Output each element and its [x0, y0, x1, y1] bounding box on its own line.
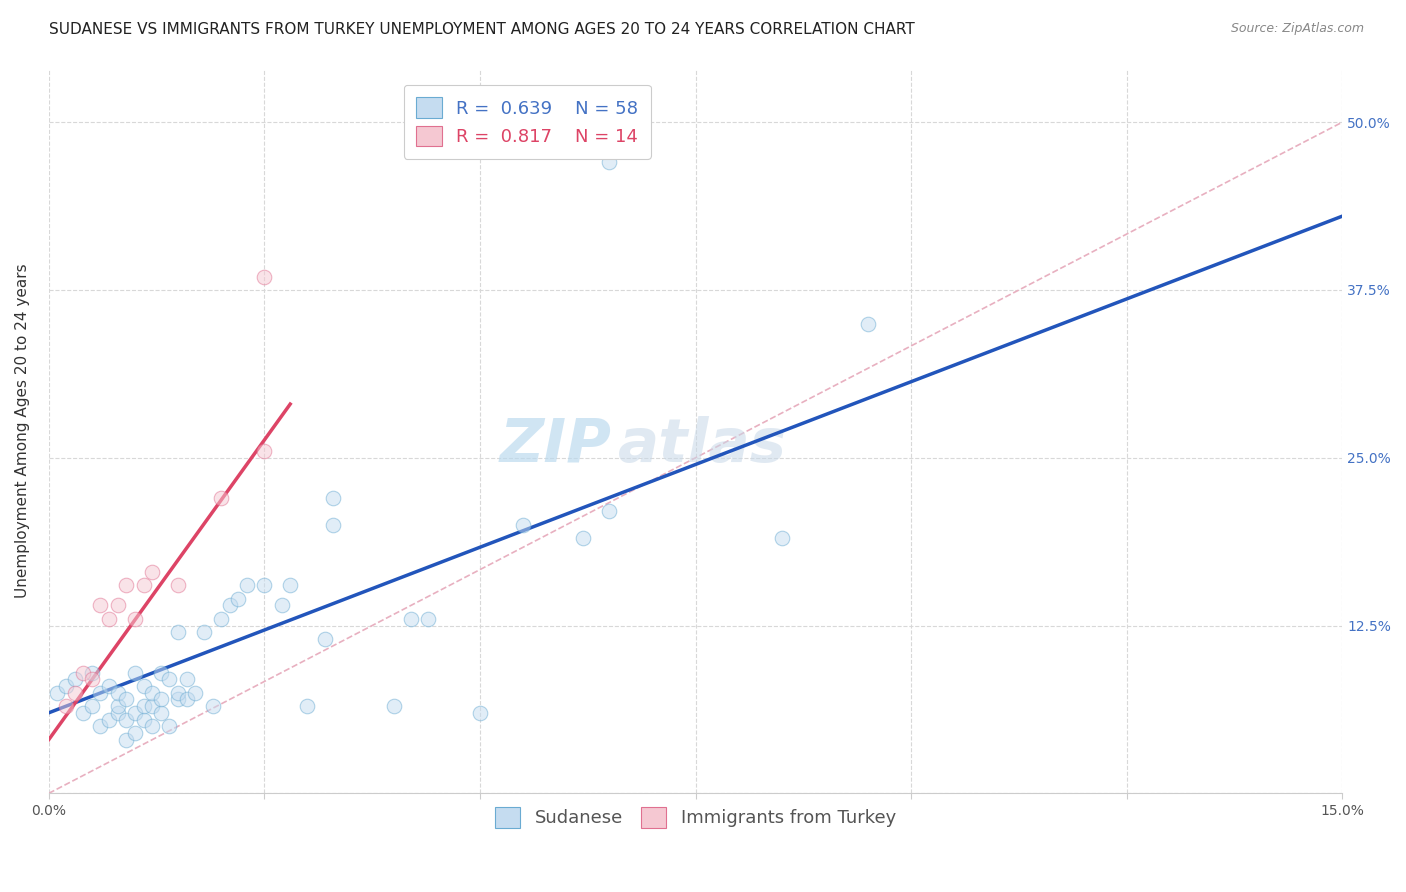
Point: [107, 686, 129, 700]
Point: [228, 591, 250, 606]
Point: [314, 632, 336, 646]
Point: [856, 317, 879, 331]
Point: [149, 692, 172, 706]
Point: [46, 686, 69, 700]
Y-axis label: Unemployment Among Ages 20 to 24 years: Unemployment Among Ages 20 to 24 years: [15, 264, 30, 599]
Text: Source: ZipAtlas.com: Source: ZipAtlas.com: [1230, 22, 1364, 36]
Point: [201, 699, 224, 714]
Point: [115, 578, 138, 592]
Point: [98, 679, 121, 693]
Point: [209, 612, 232, 626]
Point: [132, 713, 155, 727]
Point: [209, 491, 232, 505]
Point: [107, 599, 129, 613]
Point: [98, 612, 121, 626]
Point: [80, 699, 103, 714]
Point: [141, 686, 163, 700]
Point: [124, 665, 146, 680]
Point: [159, 719, 181, 733]
Point: [115, 692, 138, 706]
Point: [72, 706, 94, 720]
Point: [159, 672, 181, 686]
Point: [193, 625, 215, 640]
Point: [468, 706, 491, 720]
Point: [167, 625, 190, 640]
Point: [55, 679, 77, 693]
Text: ZIP: ZIP: [499, 416, 612, 475]
Legend: Sudanese, Immigrants from Turkey: Sudanese, Immigrants from Turkey: [488, 800, 903, 835]
Point: [89, 686, 111, 700]
Point: [572, 531, 595, 545]
Point: [270, 599, 292, 613]
Point: [141, 719, 163, 733]
Point: [176, 672, 198, 686]
Point: [132, 679, 155, 693]
Point: [141, 699, 163, 714]
Point: [598, 155, 620, 169]
Point: [80, 672, 103, 686]
Point: [115, 713, 138, 727]
Point: [770, 531, 793, 545]
Point: [80, 665, 103, 680]
Point: [149, 665, 172, 680]
Point: [149, 706, 172, 720]
Point: [253, 444, 276, 458]
Point: [167, 692, 190, 706]
Point: [184, 686, 207, 700]
Point: [141, 565, 163, 579]
Point: [167, 578, 190, 592]
Point: [176, 692, 198, 706]
Point: [63, 672, 86, 686]
Point: [322, 491, 344, 505]
Point: [55, 699, 77, 714]
Text: SUDANESE VS IMMIGRANTS FROM TURKEY UNEMPLOYMENT AMONG AGES 20 TO 24 YEARS CORREL: SUDANESE VS IMMIGRANTS FROM TURKEY UNEMP…: [49, 22, 915, 37]
Point: [218, 599, 240, 613]
Point: [124, 706, 146, 720]
Point: [512, 517, 534, 532]
Text: atlas: atlas: [617, 416, 787, 475]
Point: [124, 726, 146, 740]
Point: [72, 665, 94, 680]
Point: [322, 517, 344, 532]
Point: [399, 612, 422, 626]
Point: [107, 706, 129, 720]
Point: [236, 578, 259, 592]
Point: [253, 269, 276, 284]
Point: [167, 686, 190, 700]
Point: [89, 719, 111, 733]
Point: [115, 732, 138, 747]
Point: [89, 599, 111, 613]
Point: [418, 612, 440, 626]
Point: [297, 699, 319, 714]
Point: [107, 699, 129, 714]
Point: [132, 699, 155, 714]
Point: [598, 504, 620, 518]
Point: [124, 612, 146, 626]
Point: [253, 578, 276, 592]
Point: [278, 578, 301, 592]
Point: [98, 713, 121, 727]
Point: [382, 699, 405, 714]
Point: [63, 686, 86, 700]
Point: [132, 578, 155, 592]
